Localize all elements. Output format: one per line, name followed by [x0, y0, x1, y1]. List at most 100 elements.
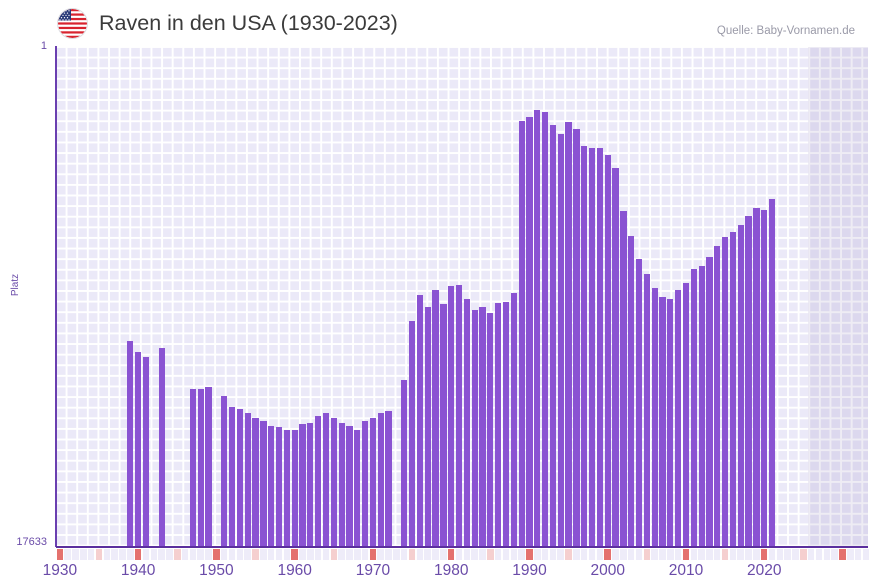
tick-cell-1955 — [252, 549, 259, 560]
tick-cell-1930 — [56, 549, 64, 560]
bar-1980[interactable] — [448, 286, 455, 546]
bar-1983[interactable] — [471, 310, 478, 546]
bar-1982[interactable] — [463, 299, 470, 546]
tick-cell-1992 — [541, 549, 549, 560]
bar-1976[interactable] — [416, 295, 424, 546]
bar-1981[interactable] — [455, 285, 463, 546]
tick-cell-1936 — [103, 549, 111, 560]
bar-2010[interactable] — [682, 283, 690, 546]
bar-1960[interactable] — [291, 430, 298, 546]
tick-cell-2024 — [792, 549, 799, 560]
bar-1958[interactable] — [275, 427, 283, 546]
tick-cell-2010 — [682, 549, 690, 560]
bar-1999[interactable] — [596, 148, 604, 546]
x-axis-label-1930: 1930 — [42, 562, 78, 579]
tick-cell-1949 — [205, 549, 212, 560]
bar-1965[interactable] — [330, 418, 337, 546]
bar-1992[interactable] — [541, 112, 549, 546]
bar-1994[interactable] — [557, 134, 564, 546]
bar-2001[interactable] — [612, 168, 619, 546]
bar-1959[interactable] — [283, 430, 291, 546]
x-axis-labels: 1930 1940 1950 1960 1970 1980 1990 2000 2010 2020 — [0, 562, 873, 587]
bar-2008[interactable] — [667, 299, 674, 546]
x-axis-tick-strip — [56, 549, 870, 560]
bar-1974[interactable] — [401, 380, 408, 546]
bar-1971[interactable] — [377, 413, 384, 546]
tick-cell-1993 — [549, 549, 557, 560]
bar-1964[interactable] — [322, 413, 330, 546]
bar-1975[interactable] — [408, 321, 416, 546]
bar-1949[interactable] — [205, 387, 212, 546]
tick-cell-1970 — [369, 549, 377, 560]
bar-2014[interactable] — [714, 246, 721, 546]
bar-2021[interactable] — [768, 199, 776, 546]
bar-1952[interactable] — [228, 407, 236, 546]
bar-2016[interactable] — [729, 232, 737, 546]
bar-1988[interactable] — [510, 293, 517, 546]
tick-cell-2007 — [659, 549, 666, 560]
bar-2020[interactable] — [761, 210, 768, 546]
bar-1955[interactable] — [252, 418, 259, 546]
bar-2018[interactable] — [745, 216, 752, 546]
bar-1962[interactable] — [307, 423, 314, 546]
bar-1947[interactable] — [189, 389, 197, 546]
bar-2011[interactable] — [690, 269, 697, 546]
bar-2007[interactable] — [659, 297, 666, 546]
bar-1986[interactable] — [495, 303, 502, 546]
bar-2017[interactable] — [737, 225, 744, 546]
bar-1991[interactable] — [534, 110, 541, 546]
bar-2005[interactable] — [643, 274, 650, 546]
bar-1948[interactable] — [197, 389, 204, 546]
bar-1977[interactable] — [424, 307, 431, 546]
bar-1998[interactable] — [588, 148, 596, 546]
bar-2013[interactable] — [706, 257, 713, 546]
bar-1997[interactable] — [581, 146, 588, 546]
x-axis-line — [56, 546, 868, 548]
bar-1954[interactable] — [244, 413, 251, 546]
x-axis-label-1940: 1940 — [120, 562, 156, 579]
bar-1993[interactable] — [549, 125, 557, 546]
bar-1985[interactable] — [487, 313, 494, 546]
bar-2015[interactable] — [721, 237, 729, 546]
bar-1941[interactable] — [142, 357, 150, 546]
bar-1967[interactable] — [346, 426, 353, 546]
bar-1969[interactable] — [361, 421, 369, 546]
bar-2019[interactable] — [753, 208, 760, 546]
tick-cell-1950 — [213, 549, 220, 560]
bar-2000[interactable] — [604, 155, 611, 546]
tick-cell-1934 — [87, 549, 95, 560]
bar-1987[interactable] — [502, 302, 510, 546]
bar-2002[interactable] — [620, 211, 627, 546]
tick-cell-1984 — [479, 549, 486, 560]
bar-1953[interactable] — [236, 409, 244, 546]
bar-1970[interactable] — [369, 418, 377, 546]
bar-1939[interactable] — [127, 341, 134, 546]
bar-2003[interactable] — [628, 236, 635, 546]
bar-1995[interactable] — [565, 122, 572, 546]
bar-1966[interactable] — [338, 423, 345, 546]
bar-1940[interactable] — [135, 352, 142, 546]
tick-cell-1991 — [533, 549, 541, 560]
bar-2009[interactable] — [675, 290, 682, 546]
bar-1972[interactable] — [385, 411, 392, 546]
tick-cell-2000 — [604, 549, 611, 560]
bar-2006[interactable] — [651, 288, 658, 546]
bar-1996[interactable] — [573, 129, 580, 546]
bar-1989[interactable] — [518, 121, 525, 546]
tick-cell-2020 — [760, 549, 768, 560]
bar-1968[interactable] — [354, 430, 361, 546]
bar-1957[interactable] — [268, 426, 275, 546]
bar-1961[interactable] — [299, 424, 306, 546]
tick-cell-1945 — [173, 549, 181, 560]
bar-1984[interactable] — [479, 307, 486, 546]
bar-2012[interactable] — [698, 266, 705, 546]
bar-1990[interactable] — [526, 117, 533, 546]
bar-1979[interactable] — [440, 304, 447, 546]
bar-1978[interactable] — [432, 290, 439, 546]
bar-1943[interactable] — [158, 348, 165, 546]
tick-cell-1951 — [220, 549, 228, 560]
bar-2004[interactable] — [635, 259, 643, 546]
bar-1963[interactable] — [315, 416, 322, 546]
bar-1951[interactable] — [221, 396, 228, 546]
bar-1956[interactable] — [260, 421, 267, 546]
